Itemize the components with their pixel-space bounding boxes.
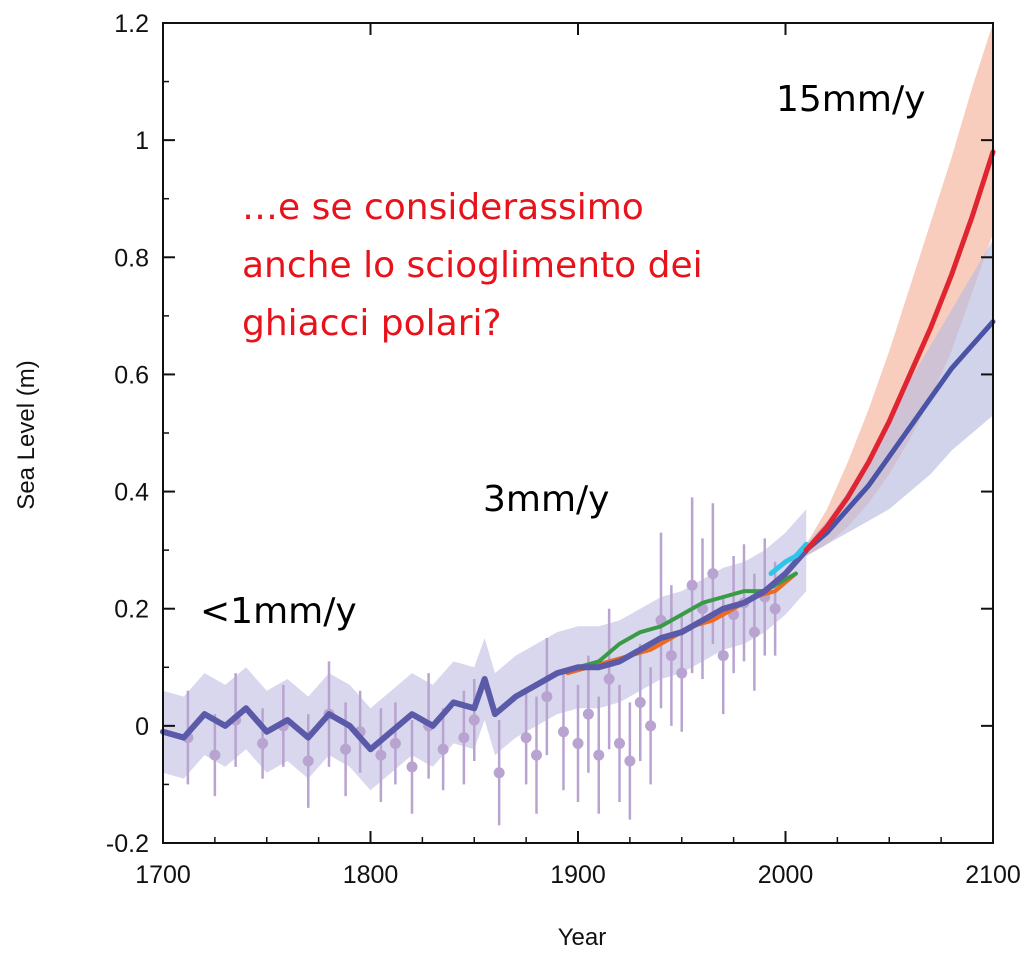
y-tick-label: -0.2	[106, 830, 149, 858]
x-tick-label: 1900	[550, 861, 606, 889]
annotation-question-line-3: ghiacci polari?	[242, 303, 502, 344]
proxy-point	[582, 708, 594, 720]
proxy-point	[645, 720, 657, 732]
proxy-point	[257, 737, 269, 749]
uncertainty-bands	[163, 23, 993, 791]
proxy-point	[493, 767, 505, 779]
proxy-point	[520, 732, 532, 744]
y-tick-label: 1	[135, 127, 149, 155]
high-scenario-line	[803, 149, 996, 553]
annotation-rate-20th-century: 3mm/y	[483, 479, 609, 520]
proxy-point	[717, 650, 729, 662]
proxy-point	[572, 737, 584, 749]
proxy-point	[593, 749, 605, 761]
proxy-point	[557, 726, 569, 738]
satellite-line	[768, 541, 809, 577]
x-tick-label: 1800	[343, 861, 399, 889]
proxy-point	[541, 691, 553, 703]
proxy-point	[614, 737, 625, 749]
proxy-point	[624, 755, 636, 767]
proxy-point	[302, 755, 314, 767]
proxy-point	[389, 737, 401, 749]
proxy-point	[748, 626, 760, 638]
x-tick-label: 2100	[965, 861, 1021, 889]
y-tick-label: 1.2	[114, 10, 149, 38]
reconstruction-line	[160, 547, 810, 753]
annotation-question-line-1: …e se considerassimo	[242, 187, 644, 228]
proxy-point	[458, 732, 470, 744]
proxy-point	[406, 761, 418, 773]
proxy-point	[209, 749, 221, 761]
x-axis-title: Year	[558, 924, 607, 951]
annotation-rate-preindustrial: <1mm/y	[200, 591, 357, 632]
low-scenario-band	[806, 239, 993, 556]
series-lines	[160, 149, 996, 753]
proxy-point	[686, 579, 698, 591]
y-tick-label: 0.6	[114, 361, 149, 389]
y-tick-label: 0	[135, 713, 149, 741]
axis-ticks	[162, 22, 994, 844]
proxy-point	[769, 603, 781, 615]
annotation-rate-projection: 15mm/y	[776, 79, 925, 120]
axis-tick-labels: -0.2 0 0.2 0.4 0.6 0.8 1 1.2 1700 1800 1900 2000 210…	[106, 10, 1021, 889]
proxy-point	[676, 667, 688, 679]
proxy-point	[707, 568, 719, 580]
y-tick-label: 0.8	[114, 244, 149, 272]
proxy-point	[603, 673, 615, 685]
x-tick-label: 1700	[135, 861, 191, 889]
y-tick-label: 0.2	[114, 596, 149, 624]
annotation-question-line-2: anche lo scioglimento dei	[242, 245, 703, 286]
y-tick-label: 0.4	[114, 479, 149, 507]
y-axis-title: Sea Level (m)	[13, 360, 40, 509]
proxy-point	[468, 714, 480, 726]
proxy-point	[531, 749, 542, 761]
proxy-point	[340, 743, 352, 755]
reconstruction-uncertainty-band	[163, 509, 807, 791]
proxy-point	[375, 749, 387, 761]
proxy-point	[437, 743, 449, 755]
proxy-point	[665, 650, 677, 662]
proxy-point	[634, 696, 646, 708]
x-tick-label: 2000	[758, 861, 814, 889]
low-scenario-line	[803, 319, 996, 553]
